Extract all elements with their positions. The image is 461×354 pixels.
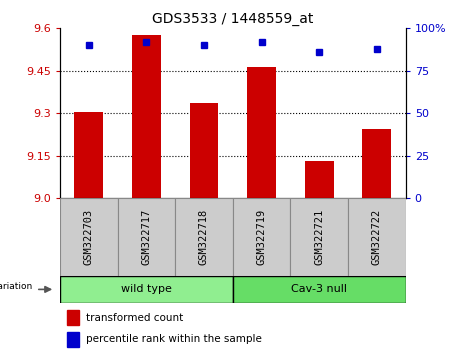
Text: GSM322722: GSM322722 xyxy=(372,209,382,265)
FancyBboxPatch shape xyxy=(233,198,290,276)
FancyBboxPatch shape xyxy=(175,198,233,276)
Bar xyxy=(362,129,391,198)
Bar xyxy=(132,35,161,198)
Text: Cav-3 null: Cav-3 null xyxy=(291,284,347,295)
Text: GSM322703: GSM322703 xyxy=(84,209,94,265)
FancyBboxPatch shape xyxy=(60,198,118,276)
Text: GSM322717: GSM322717 xyxy=(142,209,151,265)
FancyBboxPatch shape xyxy=(348,198,406,276)
Text: transformed count: transformed count xyxy=(86,313,183,323)
FancyBboxPatch shape xyxy=(60,276,233,303)
FancyBboxPatch shape xyxy=(118,198,175,276)
Bar xyxy=(305,161,334,198)
Text: percentile rank within the sample: percentile rank within the sample xyxy=(86,334,262,344)
Text: GSM322719: GSM322719 xyxy=(257,209,266,265)
FancyBboxPatch shape xyxy=(290,198,348,276)
Text: wild type: wild type xyxy=(121,284,172,295)
Title: GDS3533 / 1448559_at: GDS3533 / 1448559_at xyxy=(152,12,313,26)
Bar xyxy=(67,310,79,325)
Text: GSM322721: GSM322721 xyxy=(314,209,324,265)
Bar xyxy=(247,67,276,198)
Bar xyxy=(74,112,103,198)
Bar xyxy=(67,332,79,347)
Bar xyxy=(189,103,219,198)
Text: GSM322718: GSM322718 xyxy=(199,209,209,265)
Text: genotype/variation: genotype/variation xyxy=(0,282,33,291)
FancyBboxPatch shape xyxy=(233,276,406,303)
